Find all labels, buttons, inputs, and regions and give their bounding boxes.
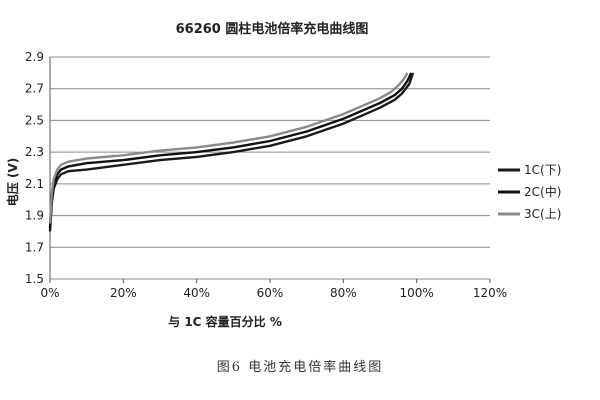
series-line — [48, 72, 413, 229]
legend-label: 3C(上) — [524, 207, 561, 221]
legend-label: 2C(中) — [524, 184, 561, 199]
series-lines — [48, 72, 415, 232]
y-tick-label: 1.9 — [25, 209, 44, 223]
x-tick-label: 60% — [257, 286, 284, 300]
y-tick-label: 2.1 — [25, 177, 44, 191]
y-tick-label: 2.3 — [25, 145, 44, 159]
x-tick-label: 100% — [400, 286, 434, 300]
legend: 1C(下) 2C(中) 3C(上) — [498, 163, 561, 221]
chart-title: 66260 圆柱电池倍率充电曲线图 — [176, 21, 369, 37]
x-tick-label: 40% — [183, 286, 210, 300]
y-tick-label: 2.5 — [25, 113, 44, 127]
y-tick-label: 1.5 — [25, 272, 44, 286]
y-tick-label: 1.7 — [25, 240, 44, 254]
y-tick-label: 2.9 — [25, 50, 44, 64]
legend-label: 1C(下) — [524, 163, 561, 177]
x-tick-label: 20% — [110, 286, 137, 300]
grid-lines — [50, 56, 490, 280]
series-line — [48, 72, 415, 232]
y-axis-label: 电压 (V) — [5, 158, 20, 206]
x-tick-label: 120% — [473, 286, 507, 300]
y-tick-label: 2.7 — [25, 82, 44, 96]
x-tick-label: 0% — [40, 286, 59, 300]
axes: 1.5 1.7 1.9 2.1 2.3 2.5 2.7 2.9 0% 20% 40% 60% 80% 10… — [25, 50, 507, 300]
x-tick-label: 80% — [330, 286, 357, 300]
series-line — [48, 72, 409, 224]
x-axis-label: 与 1C 容量百分比 % — [168, 314, 282, 329]
figure-caption: 图6 电池充电倍率曲线图 — [216, 360, 384, 375]
